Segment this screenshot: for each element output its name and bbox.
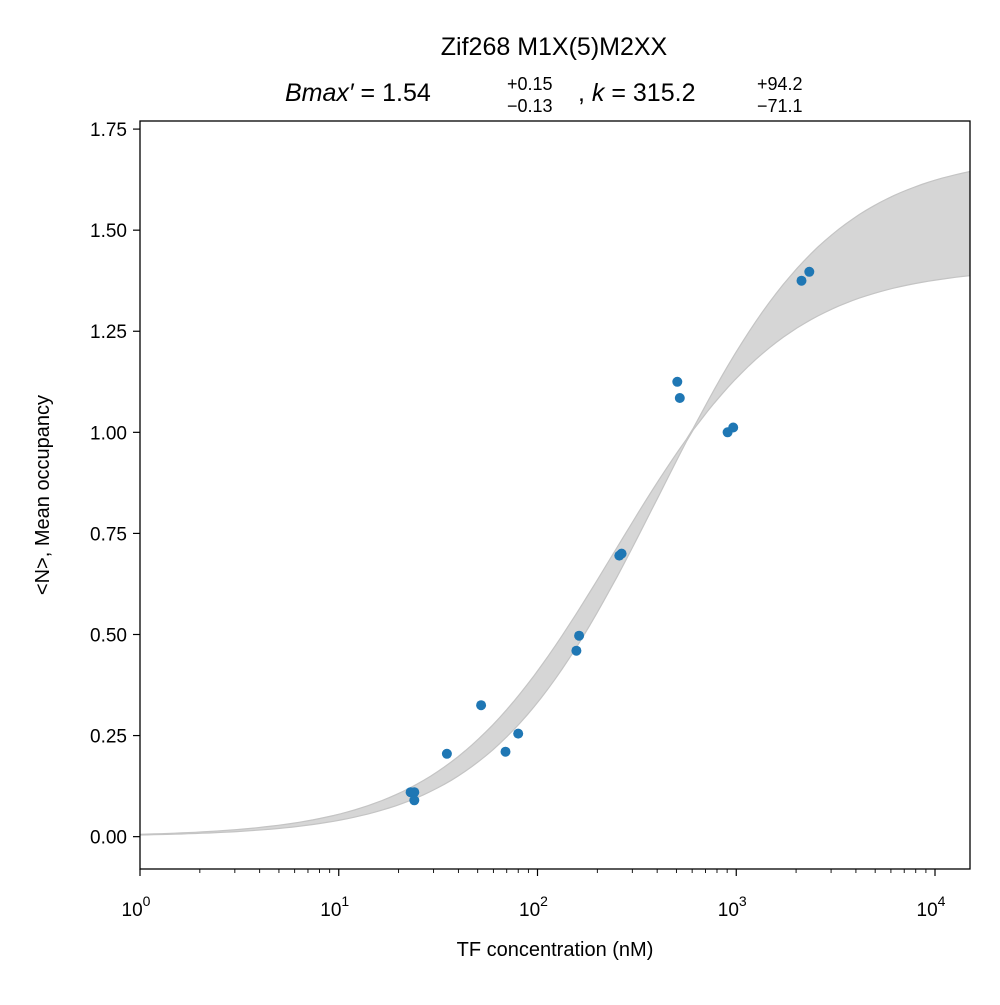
data-point bbox=[728, 422, 739, 433]
confidence-band bbox=[140, 171, 970, 835]
chart-subtitle: Bmax′ = 1.54 +0.15 −0.13 , k = 315.2 +94… bbox=[285, 74, 803, 116]
bmax-value: 1.54 bbox=[382, 79, 431, 107]
x-tick-label: 104 bbox=[917, 893, 946, 921]
y-tick-label: 1.25 bbox=[90, 322, 127, 343]
data-points-layer bbox=[405, 266, 815, 806]
k-eq: = bbox=[604, 79, 633, 107]
y-axis-label: <N>, Mean occupancy bbox=[32, 395, 54, 595]
y-axis-ticks: 0.00 0.25 0.50 0.75 1.00 1.25 1.50 1.75 bbox=[90, 120, 140, 849]
chart-title: Zif268 M1X(5)M2XX bbox=[441, 33, 668, 61]
x-tick-label: 100 bbox=[122, 893, 151, 921]
bmax-eq: = bbox=[354, 79, 383, 107]
data-point bbox=[796, 275, 807, 286]
confidence-band-layer bbox=[139, 170, 971, 836]
y-tick-label: 1.75 bbox=[90, 120, 127, 141]
bmax-minus: −0.13 bbox=[507, 96, 553, 116]
band-upper-edge bbox=[139, 170, 971, 835]
x-tick-label: 103 bbox=[718, 893, 747, 921]
data-point bbox=[804, 266, 815, 277]
y-tick-label: 0.75 bbox=[90, 524, 127, 545]
y-tick-label: 1.50 bbox=[90, 221, 127, 242]
k-sep: , bbox=[578, 79, 592, 107]
band-lower-edge bbox=[139, 275, 971, 836]
svg-text:Bmax′ = 1.54: Bmax′ = 1.54 bbox=[285, 79, 431, 107]
data-point bbox=[616, 548, 627, 559]
x-tick-label: 102 bbox=[519, 893, 548, 921]
data-point bbox=[571, 645, 582, 656]
data-point bbox=[441, 748, 452, 759]
data-point bbox=[409, 787, 420, 798]
k-value: 315.2 bbox=[633, 79, 696, 107]
data-point bbox=[672, 376, 683, 387]
data-point bbox=[574, 630, 585, 641]
bmax-plus: +0.15 bbox=[507, 74, 553, 94]
k-minus: −71.1 bbox=[757, 96, 803, 116]
y-tick-label: 0.00 bbox=[90, 828, 127, 849]
svg-text:, k = 315.2: , k = 315.2 bbox=[578, 79, 695, 107]
data-point bbox=[500, 746, 511, 757]
y-tick-label: 0.25 bbox=[90, 727, 127, 748]
bmax-label: Bmax′ bbox=[285, 79, 355, 107]
plot-frame bbox=[139, 120, 971, 870]
data-point bbox=[674, 393, 685, 403]
data-point bbox=[409, 795, 420, 806]
x-tick-label: 101 bbox=[320, 893, 349, 921]
x-axis-ticks: 100 101 102 103 104 bbox=[122, 869, 946, 921]
data-point bbox=[513, 728, 524, 739]
data-point bbox=[476, 700, 487, 711]
k-plus: +94.2 bbox=[757, 74, 803, 94]
k-label: k bbox=[592, 79, 606, 107]
y-tick-label: 1.00 bbox=[90, 423, 127, 444]
y-tick-label: 0.50 bbox=[90, 625, 127, 646]
x-axis-label: TF concentration (nM) bbox=[457, 939, 654, 961]
